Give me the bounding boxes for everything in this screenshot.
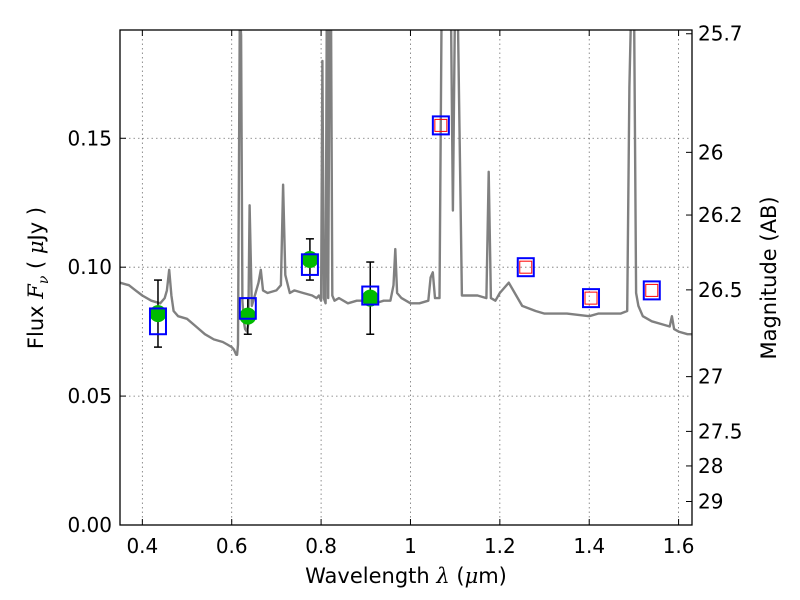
predicted-marker-blue bbox=[431, 115, 450, 136]
y2-tick-label: 26.2 bbox=[698, 203, 743, 227]
model-band-marker bbox=[300, 253, 319, 276]
model-band-marker bbox=[148, 307, 167, 336]
x-tick-label: 1.6 bbox=[663, 534, 695, 558]
predicted-marker-blue bbox=[516, 257, 535, 278]
x-axis-label: Wavelength λ (μm) bbox=[305, 564, 507, 588]
predicted-marker-red bbox=[519, 260, 533, 274]
predicted-marker-blue bbox=[642, 280, 661, 301]
predicted-marker-red bbox=[584, 291, 598, 305]
y-tick-label: 0.10 bbox=[67, 255, 112, 279]
axis-ticks: 0.4 0.6 0.8 1 1.2 1.4 1.6 0.00 0.05 0.10 0.15 25.7 2… bbox=[67, 22, 742, 558]
y-tick-label: 0.05 bbox=[67, 384, 112, 408]
x-tick-label: 0.6 bbox=[216, 534, 248, 558]
plot-frame bbox=[119, 29, 693, 526]
y2-tick-label: 28 bbox=[698, 454, 723, 478]
model-band-marker bbox=[238, 297, 257, 320]
predicted-marker-red bbox=[434, 118, 448, 132]
y2-tick-label: 26 bbox=[698, 140, 723, 164]
x-tick-label: 0.4 bbox=[126, 534, 158, 558]
x-tick-label: 1 bbox=[404, 534, 417, 558]
model-band-marker bbox=[361, 285, 380, 306]
grid bbox=[120, 30, 692, 526]
y2-axis-label: Magnitude (AB) bbox=[757, 196, 781, 359]
y2-tick-label: 26.5 bbox=[698, 278, 743, 302]
y2-tick-label: 29 bbox=[698, 489, 723, 513]
x-tick-label: 0.8 bbox=[305, 534, 337, 558]
predicted-marker-blue bbox=[582, 288, 601, 309]
predicted-marker-red bbox=[645, 283, 659, 297]
y2-tick-label: 27 bbox=[698, 365, 723, 389]
x-tick-label: 1.4 bbox=[573, 534, 605, 558]
x-tick-label: 1.2 bbox=[484, 534, 516, 558]
observed-point bbox=[239, 307, 257, 325]
y-tick-label: 0.15 bbox=[67, 126, 112, 150]
model-spectrum-line bbox=[120, 30, 692, 356]
y2-tick-label: 27.5 bbox=[698, 419, 743, 443]
y-axis-label: Flux Fν ( μJy ) bbox=[24, 207, 52, 349]
y-tick-label: 0.00 bbox=[67, 513, 112, 537]
y2-tick-label: 25.7 bbox=[698, 22, 743, 46]
plot-area bbox=[120, 30, 692, 356]
